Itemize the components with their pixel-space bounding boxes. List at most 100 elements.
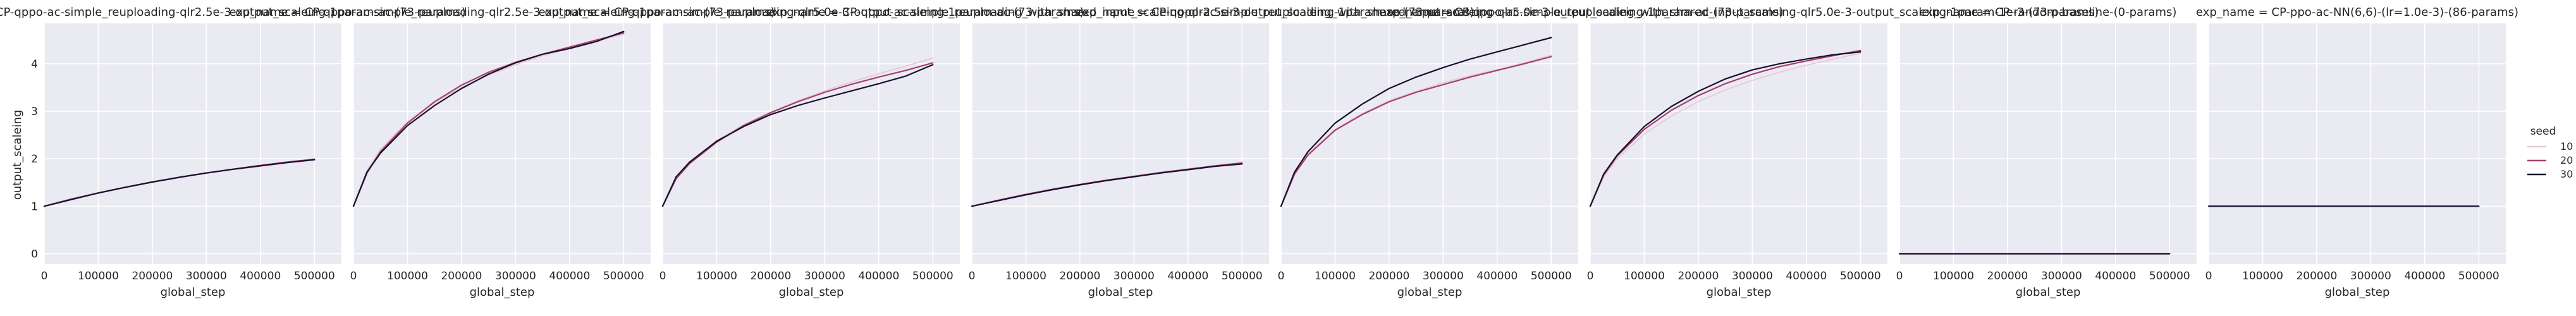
legend-title: seed	[2530, 125, 2556, 138]
panel-background	[663, 23, 960, 264]
x-axis-label: global_step	[1707, 286, 1772, 299]
panel-4: 0 100000 200000 300000 400000 500000 global_st…	[1076, 6, 1783, 299]
x-tick-label: 300000	[804, 270, 845, 283]
x-tick-label: 300000	[2350, 270, 2391, 283]
x-tick-label: 0	[41, 270, 48, 283]
x-tick-label: 300000	[1732, 270, 1773, 283]
x-tick-label: 200000	[750, 270, 791, 283]
x-tick-label: 100000	[387, 270, 428, 283]
panel-background	[972, 23, 1269, 264]
series-line-seed-20	[661, 62, 934, 207]
panel-6: 0 100000 200000 300000 400000 500000 global_st…	[1896, 6, 2197, 299]
y-tick-label: 0	[31, 248, 38, 260]
x-tick-label: 200000	[1677, 270, 1719, 283]
x-tick-label: 500000	[2458, 270, 2499, 283]
panel-1: 0 100000 200000 300000 400000 500000 global_st…	[229, 6, 775, 299]
panel-background	[353, 23, 651, 264]
panel-title: exp_name = CP-random-baseline-(0-params)	[1920, 6, 2177, 19]
x-tick-label: 200000	[441, 270, 482, 283]
x-tick-label: 500000	[294, 270, 335, 283]
x-tick-label: 0	[350, 270, 357, 283]
y-tick-label: 2	[31, 153, 38, 166]
series-line-seed-30	[661, 64, 934, 207]
panel-title: exp_name = CP-qppo-ac-simple_reuploading…	[1076, 6, 1783, 19]
x-axis-label: global_step	[2016, 286, 2081, 299]
legend: seed 10 20 30	[2527, 125, 2573, 180]
series-line-seed-10	[1590, 52, 1861, 207]
x-tick-label: 0	[1896, 270, 1903, 283]
x-axis-label: global_step	[779, 286, 844, 299]
panel-title: exp_name = CP-qppo-ac-simple_reuploading…	[0, 6, 466, 19]
y-tick-label: 4	[31, 58, 38, 71]
y-tick-label: 1	[31, 200, 38, 213]
x-tick-label: 400000	[1167, 270, 1208, 283]
x-tick-label: 400000	[2404, 270, 2445, 283]
x-tick-label: 400000	[1786, 270, 1827, 283]
x-tick-label: 500000	[603, 270, 644, 283]
x-tick-label: 400000	[858, 270, 899, 283]
panel-background	[1899, 23, 2197, 264]
x-tick-label: 300000	[1113, 270, 1155, 283]
x-tick-label: 200000	[132, 270, 173, 283]
x-tick-label: 300000	[1423, 270, 1464, 283]
x-tick-label: 100000	[1624, 270, 1665, 283]
x-tick-label: 400000	[2095, 270, 2136, 283]
y-tick-label: 3	[31, 106, 38, 118]
panel-title: exp_name = CP-ppo-ac-NN(6,6)-(lr=1.0e-3)…	[2196, 6, 2518, 19]
series-line-seed-30	[1589, 51, 1861, 207]
x-tick-label: 500000	[912, 270, 954, 283]
x-tick-label: 100000	[1315, 270, 1356, 283]
x-tick-label: 500000	[2149, 270, 2190, 283]
x-tick-label: 400000	[1476, 270, 1518, 283]
panel-3: 0 100000 200000 300000 400000 500000 global_st…	[766, 6, 1474, 299]
x-axis-label: global_step	[1088, 286, 1153, 299]
x-tick-label: 0	[1587, 270, 1594, 283]
x-axis-label: global_step	[2325, 286, 2390, 299]
panel-background	[1590, 23, 1887, 264]
panel-5: 0 100000 200000 300000 400000 500000 global_st…	[1379, 6, 2099, 299]
chart-panels: 0 100000 200000 300000 400000 500000 0 1 2 3 4 glob…	[0, 6, 2518, 299]
x-tick-label: 300000	[495, 270, 536, 283]
x-tick-label: 100000	[78, 270, 119, 283]
series-line-seed-30	[1280, 37, 1552, 207]
x-tick-label: 300000	[2041, 270, 2082, 283]
x-axis-label: global_step	[161, 286, 226, 299]
legend-label: 30	[2560, 168, 2573, 180]
legend-label: 20	[2560, 154, 2573, 166]
series-line-seed-30	[352, 30, 625, 207]
x-tick-label: 100000	[2242, 270, 2283, 283]
x-tick-label: 300000	[186, 270, 227, 283]
x-tick-label: 0	[1278, 270, 1285, 283]
x-tick-label: 500000	[1840, 270, 1881, 283]
x-tick-label: 400000	[549, 270, 590, 283]
series-line-seed-30	[43, 159, 316, 207]
panel-7: 0 100000 200000 300000 400000 500000 global_st…	[2196, 6, 2518, 299]
x-tick-label: 200000	[1059, 270, 1100, 283]
x-tick-label: 100000	[1005, 270, 1046, 283]
panel-background	[1281, 23, 1578, 264]
x-tick-label: 0	[2205, 270, 2212, 283]
x-axis-label: global_step	[1397, 286, 1463, 299]
x-tick-label: 500000	[1222, 270, 1263, 283]
panel-title: exp_name = CP-qppo-ac-simple_reuploading…	[538, 6, 1084, 19]
panel-2: 0 100000 200000 300000 400000 500000 global_st…	[538, 6, 1084, 299]
panel-background	[44, 23, 341, 264]
panel-title: exp_name = CP-qppo-ac-simple_reuploading…	[229, 6, 775, 19]
x-tick-label: 100000	[1933, 270, 1974, 283]
panel-background	[2209, 23, 2506, 264]
x-tick-label: 100000	[696, 270, 737, 283]
panel-title: exp_name = CP-qppo-ac-simple_reuploading…	[766, 6, 1474, 19]
x-tick-label: 500000	[1531, 270, 1572, 283]
x-tick-label: 200000	[1368, 270, 1409, 283]
x-tick-label: 0	[659, 270, 666, 283]
x-tick-label: 200000	[1987, 270, 2028, 283]
series-line-seed-30	[971, 163, 1243, 207]
series-line-seed-20	[1280, 56, 1552, 207]
panel-0: 0 100000 200000 300000 400000 500000 0 1 2 3 4 glob…	[0, 6, 466, 299]
legend-label: 10	[2560, 140, 2573, 152]
x-tick-label: 0	[969, 270, 976, 283]
x-tick-label: 400000	[240, 270, 281, 283]
x-tick-label: 200000	[2296, 270, 2337, 283]
panel-title: exp_name = CP-qppo-ac-simple_reuploading…	[1379, 6, 2099, 19]
